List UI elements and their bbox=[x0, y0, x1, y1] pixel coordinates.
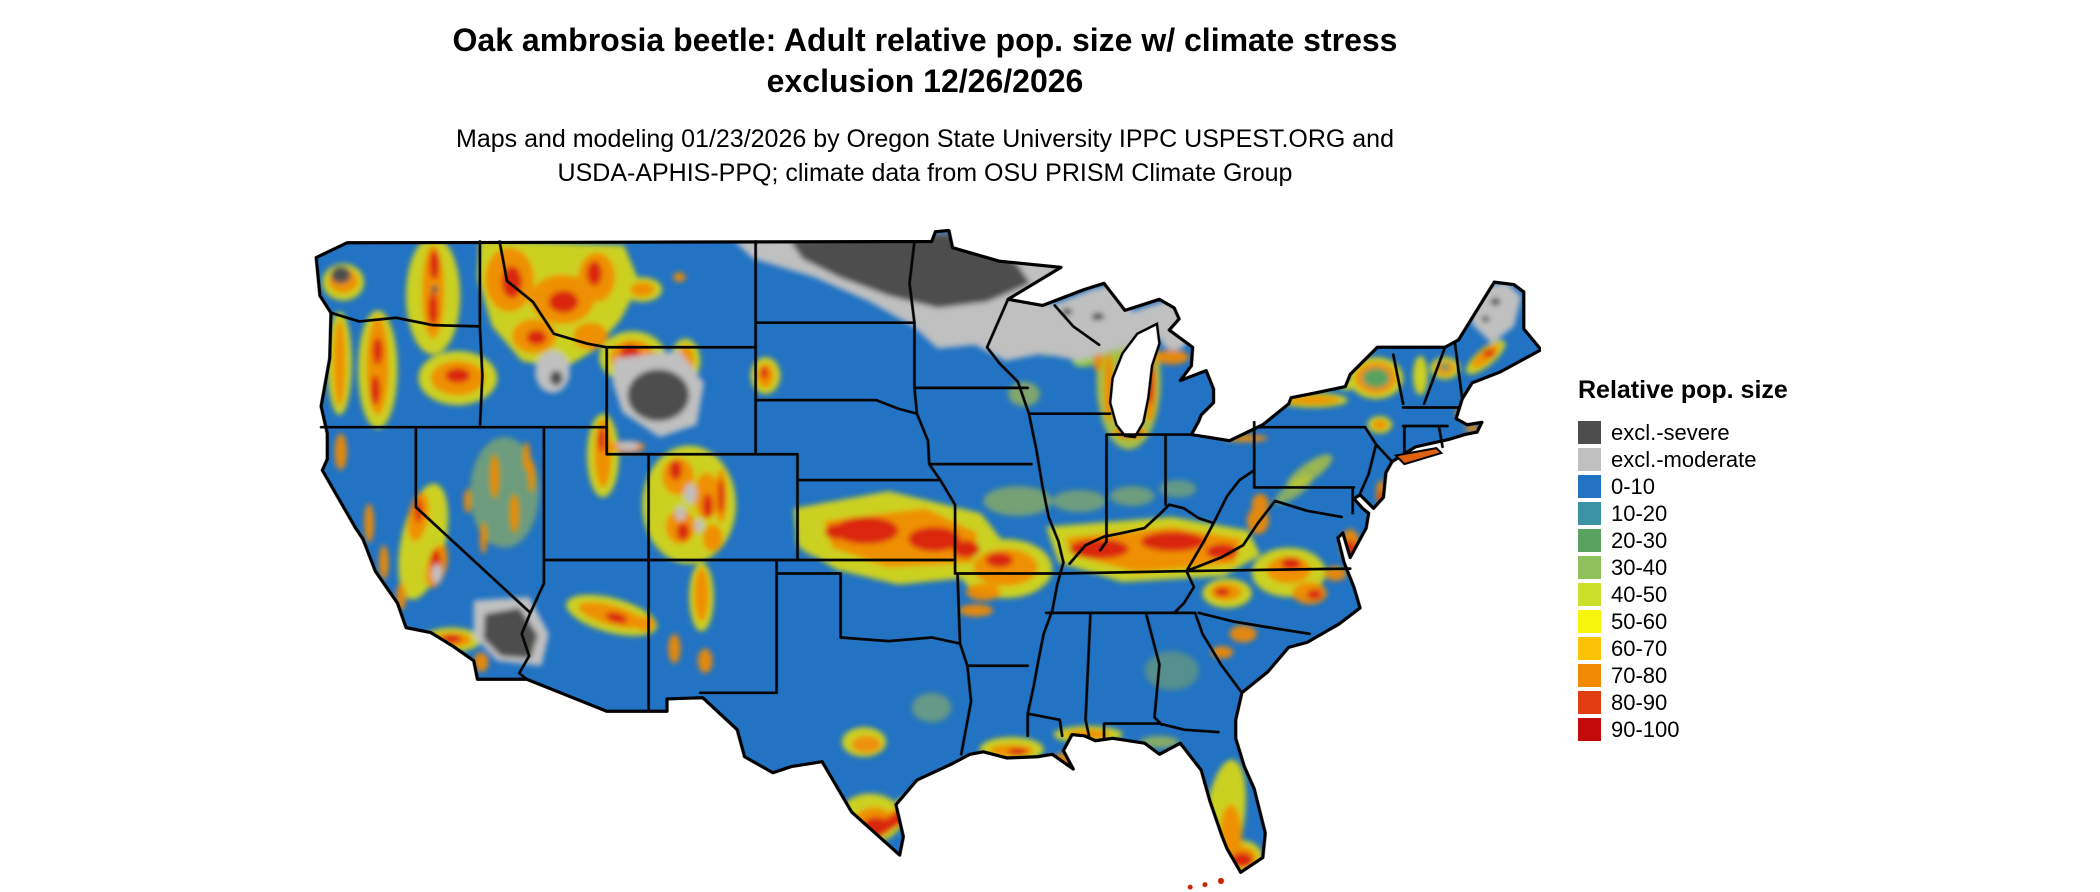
legend-row: excl.-moderate bbox=[1578, 446, 1788, 473]
legend-swatch bbox=[1578, 664, 1601, 687]
legend-label: excl.-moderate bbox=[1611, 447, 1757, 472]
legend-label: 70-80 bbox=[1611, 663, 1668, 688]
legend-label: 10-20 bbox=[1611, 501, 1668, 526]
legend-swatch bbox=[1578, 529, 1601, 552]
legend-swatch bbox=[1578, 583, 1601, 606]
legend-row: 0-10 bbox=[1578, 473, 1788, 500]
map-legend: Relative pop. size excl.-severe excl.-mo… bbox=[1578, 376, 1788, 743]
legend-title: Relative pop. size bbox=[1578, 376, 1788, 404]
page-title: Oak ambrosia beetle: Adult relative pop.… bbox=[452, 22, 1398, 99]
legend-row: excl.-severe bbox=[1578, 419, 1788, 446]
legend-swatch bbox=[1578, 448, 1601, 471]
us-map-svg bbox=[314, 228, 1541, 890]
legend-row: 90-100 bbox=[1578, 716, 1788, 743]
page-subtitle: Maps and modeling 01/23/2026 by Oregon S… bbox=[456, 125, 1394, 187]
legend-row: 40-50 bbox=[1578, 581, 1788, 608]
legend-row: 30-40 bbox=[1578, 554, 1788, 581]
florida-keys bbox=[1187, 877, 1225, 890]
legend-label: 80-90 bbox=[1611, 690, 1668, 715]
us-population-map bbox=[310, 228, 1541, 892]
legend-label: 50-60 bbox=[1611, 609, 1668, 634]
legend-row: 20-30 bbox=[1578, 527, 1788, 554]
legend-label: 40-50 bbox=[1611, 582, 1668, 607]
legend-row: 70-80 bbox=[1578, 662, 1788, 689]
legend-row: 50-60 bbox=[1578, 608, 1788, 635]
legend-swatch bbox=[1578, 502, 1601, 525]
legend-label: 20-30 bbox=[1611, 528, 1668, 553]
legend-swatch bbox=[1578, 637, 1601, 660]
legend-row: 80-90 bbox=[1578, 689, 1788, 716]
legend-row: 10-20 bbox=[1578, 500, 1788, 527]
legend-swatch bbox=[1578, 691, 1601, 714]
legend-swatch bbox=[1578, 556, 1601, 579]
legend-label: 30-40 bbox=[1611, 555, 1668, 580]
legend-label: excl.-severe bbox=[1611, 420, 1730, 445]
legend-swatch bbox=[1578, 610, 1601, 633]
legend-label: 90-100 bbox=[1611, 717, 1680, 742]
legend-swatch bbox=[1578, 421, 1601, 444]
legend-swatch bbox=[1578, 475, 1601, 498]
long-island bbox=[1393, 447, 1444, 466]
legend-row: 60-70 bbox=[1578, 635, 1788, 662]
legend-label: 60-70 bbox=[1611, 636, 1668, 661]
raster-overlay bbox=[322, 231, 1522, 873]
legend-label: 0-10 bbox=[1611, 474, 1656, 499]
legend-swatch bbox=[1578, 718, 1601, 741]
state-borders bbox=[319, 240, 1464, 756]
